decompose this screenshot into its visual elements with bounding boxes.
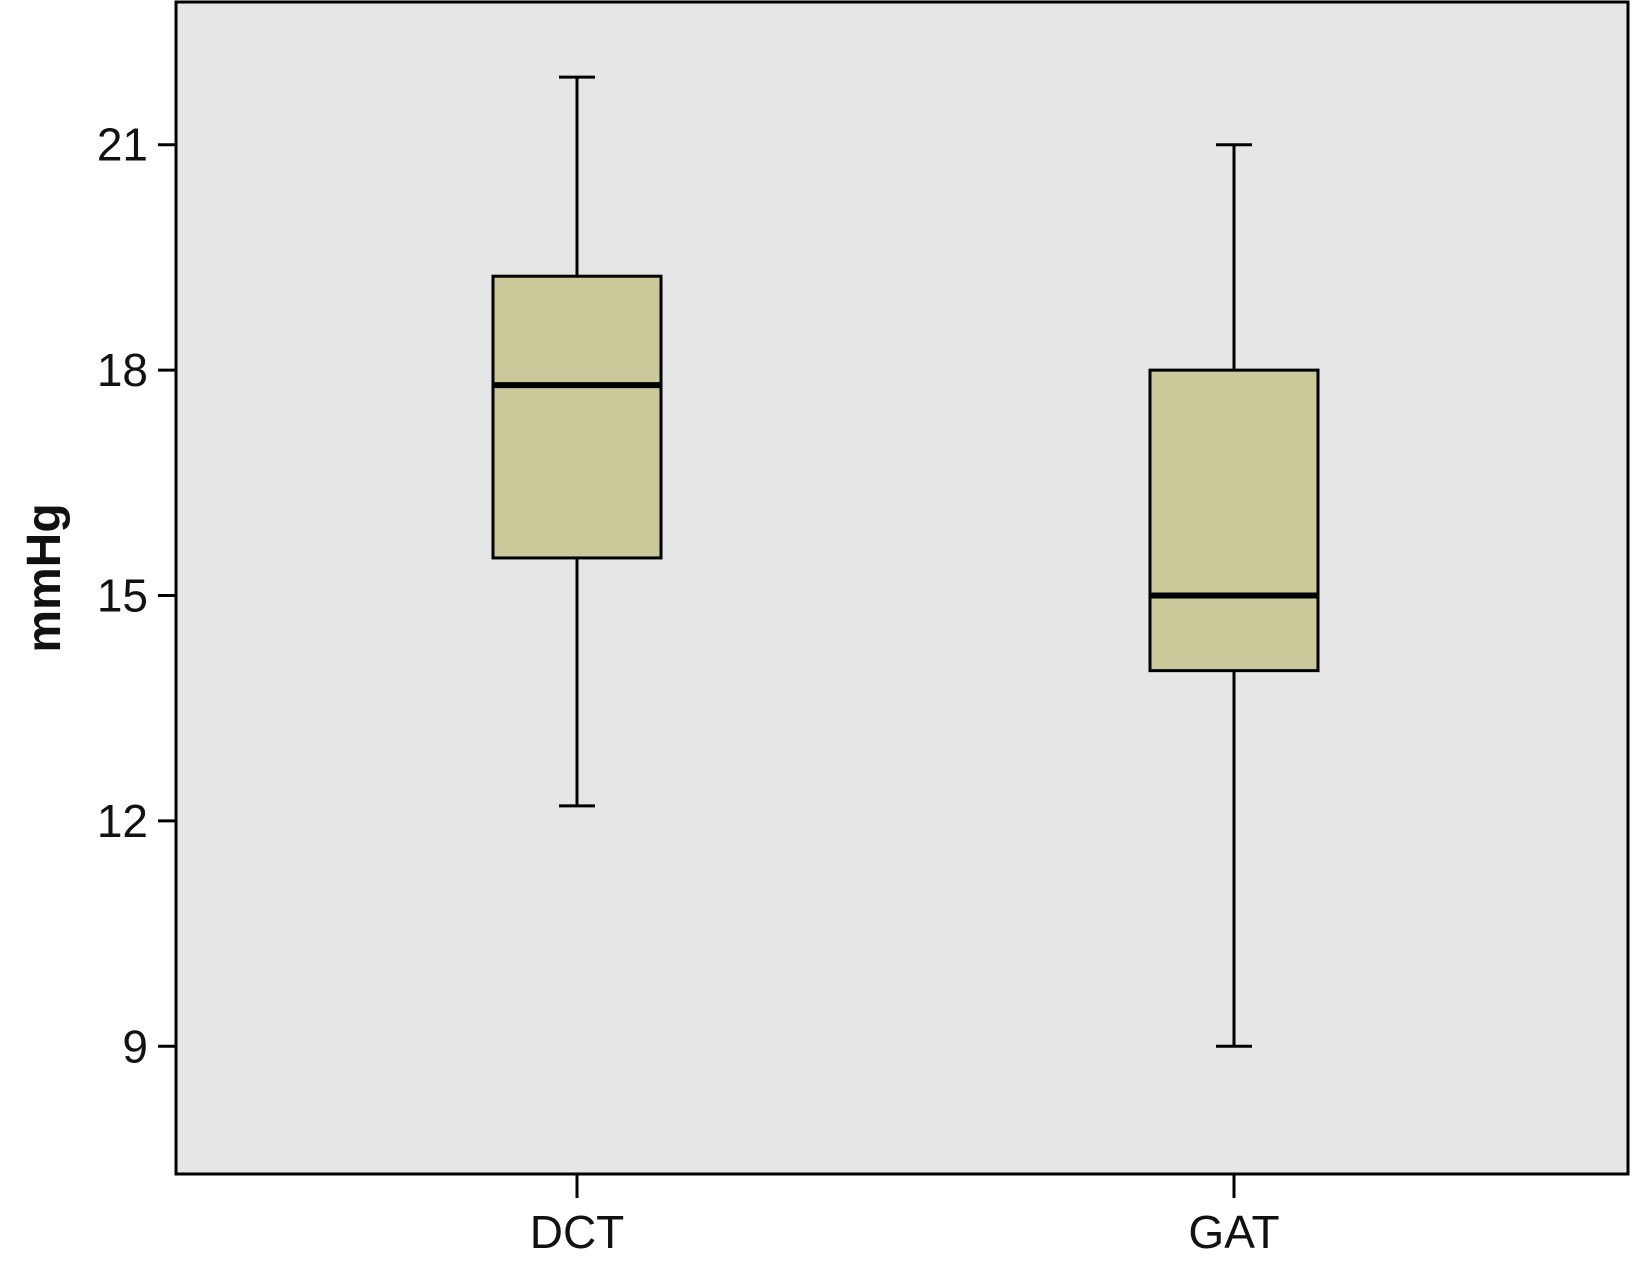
y-axis: 9 12 15 18 21 — [97, 119, 176, 1072]
iqr-box — [1148, 368, 1320, 673]
y-tick-label: 21 — [97, 119, 148, 171]
x-tick-label-gat: GAT — [1188, 1206, 1279, 1258]
y-tick-label: 12 — [97, 795, 148, 847]
x-axis: DCT GAT — [530, 1174, 1280, 1258]
box-dct — [491, 75, 663, 808]
y-axis-title: mmHg — [18, 503, 71, 652]
x-tick-label-dct: DCT — [530, 1206, 625, 1258]
box-series — [491, 75, 1320, 1048]
plot-background — [174, 0, 1630, 1176]
y-tick-label: 9 — [122, 1020, 148, 1072]
y-tick-label: 15 — [97, 570, 148, 622]
box-gat — [1148, 143, 1320, 1048]
iqr-box — [491, 274, 663, 560]
y-tick-label: 18 — [97, 344, 148, 396]
